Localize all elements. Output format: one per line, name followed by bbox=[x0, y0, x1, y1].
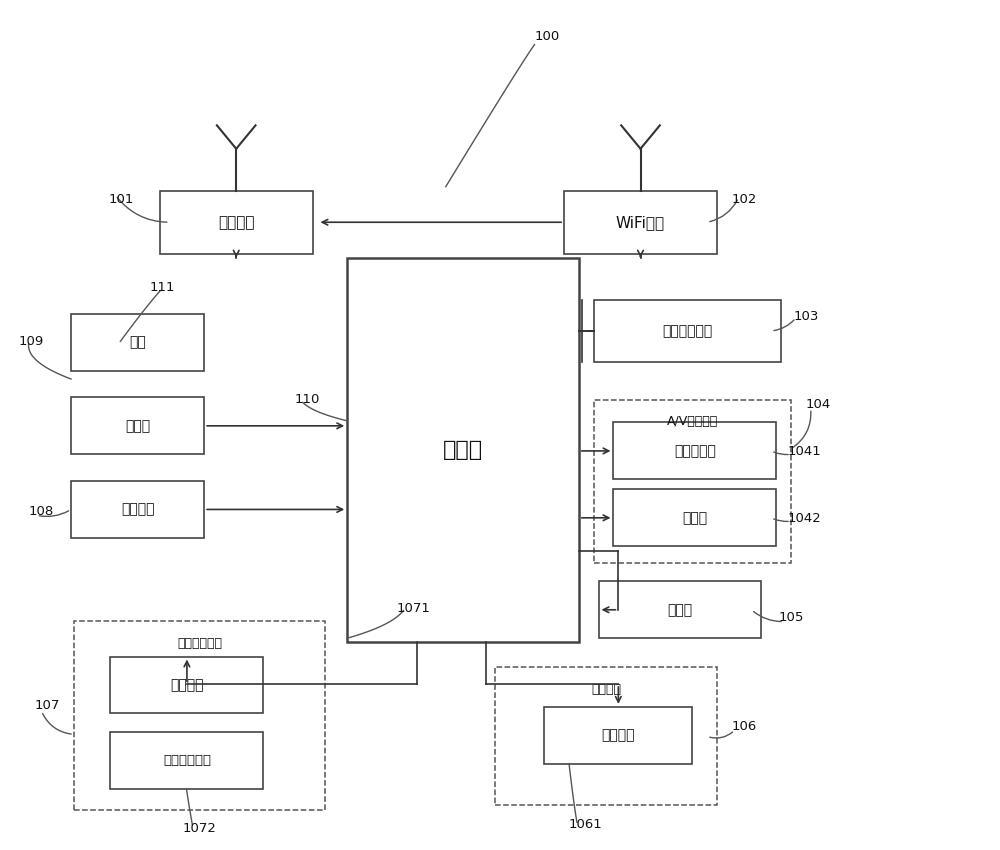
Text: 111: 111 bbox=[150, 280, 175, 293]
Text: 接口单元: 接口单元 bbox=[121, 502, 154, 517]
Text: 105: 105 bbox=[778, 611, 803, 624]
Text: 用户输入单元: 用户输入单元 bbox=[177, 637, 222, 649]
Text: 107: 107 bbox=[35, 699, 60, 711]
Text: 图形处理器: 图形处理器 bbox=[674, 444, 716, 458]
Bar bbox=[71, 314, 204, 371]
Text: A/V输入单元: A/V输入单元 bbox=[667, 415, 718, 428]
Text: 传感器: 传感器 bbox=[667, 603, 693, 617]
Text: 麦克风: 麦克风 bbox=[682, 511, 707, 524]
Text: 109: 109 bbox=[19, 335, 44, 348]
Text: 101: 101 bbox=[109, 193, 134, 206]
Text: 其他输入设备: 其他输入设备 bbox=[163, 754, 211, 767]
Bar bbox=[74, 621, 325, 809]
Bar bbox=[71, 398, 204, 454]
Bar bbox=[613, 422, 776, 479]
Bar bbox=[110, 732, 263, 789]
Text: 104: 104 bbox=[806, 398, 831, 411]
Bar bbox=[564, 191, 717, 253]
Bar bbox=[495, 667, 717, 806]
Text: 显示面板: 显示面板 bbox=[602, 728, 635, 742]
Text: 处理器: 处理器 bbox=[443, 440, 483, 460]
Bar bbox=[110, 656, 263, 713]
Text: 1061: 1061 bbox=[569, 819, 603, 831]
Text: 110: 110 bbox=[295, 394, 320, 406]
Text: 电源: 电源 bbox=[129, 335, 146, 349]
Text: 108: 108 bbox=[29, 505, 54, 518]
Bar bbox=[160, 191, 313, 253]
Text: 106: 106 bbox=[732, 719, 757, 733]
Text: 1042: 1042 bbox=[788, 513, 822, 525]
Bar bbox=[347, 258, 579, 643]
Text: 103: 103 bbox=[794, 309, 819, 323]
Text: 1072: 1072 bbox=[182, 821, 216, 835]
Text: 显示单元: 显示单元 bbox=[591, 683, 621, 695]
Bar bbox=[594, 400, 791, 563]
Text: 1041: 1041 bbox=[788, 445, 822, 458]
Text: 100: 100 bbox=[535, 30, 560, 42]
Text: 102: 102 bbox=[732, 193, 757, 206]
Text: 触控面板: 触控面板 bbox=[170, 678, 204, 692]
Text: 射频单元: 射频单元 bbox=[218, 215, 254, 230]
Text: 1071: 1071 bbox=[396, 603, 430, 615]
Bar bbox=[544, 706, 692, 763]
Text: WiFi模块: WiFi模块 bbox=[616, 215, 665, 230]
Bar bbox=[599, 581, 761, 638]
Bar bbox=[71, 481, 204, 538]
Text: 存储器: 存储器 bbox=[125, 419, 150, 433]
Bar bbox=[594, 299, 781, 362]
Bar bbox=[613, 490, 776, 547]
Text: 音频输出单元: 音频输出单元 bbox=[662, 324, 712, 338]
